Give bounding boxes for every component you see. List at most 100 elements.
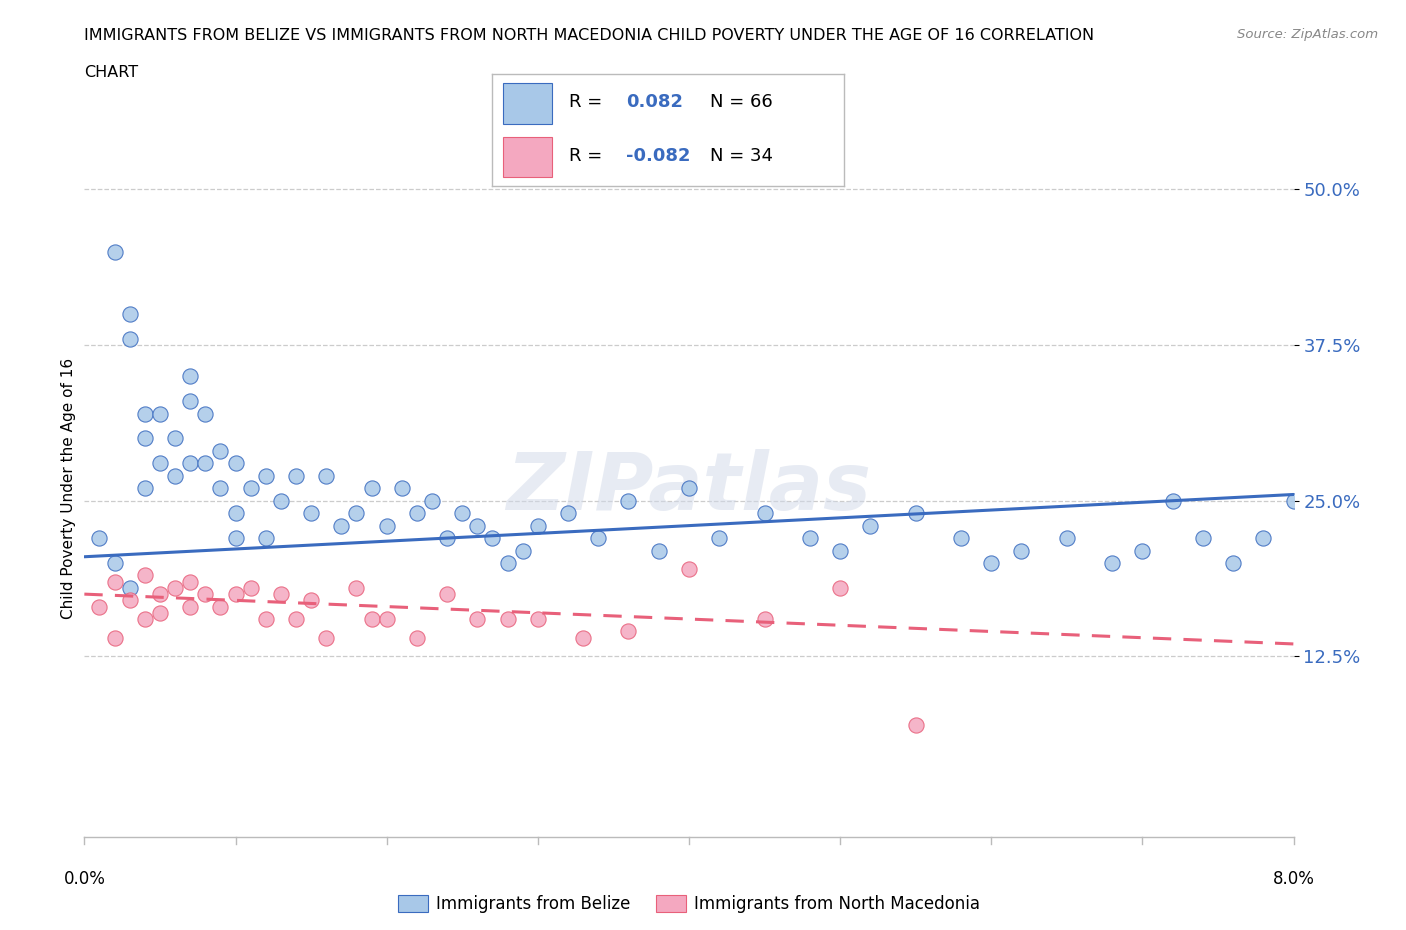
Point	[346, 580, 368, 595]
Text: CHART: CHART	[84, 65, 138, 80]
Point	[1101, 555, 1123, 570]
Point	[481, 531, 503, 546]
Point	[270, 493, 292, 508]
Point	[391, 481, 413, 496]
Point	[299, 593, 322, 608]
Point	[557, 506, 579, 521]
Text: N = 66: N = 66	[710, 93, 773, 112]
Point	[284, 469, 308, 484]
Point	[406, 631, 429, 645]
Point	[617, 624, 640, 639]
Point	[134, 612, 156, 627]
Point	[179, 368, 201, 383]
Point	[165, 431, 187, 445]
Point	[225, 531, 247, 546]
Point	[104, 555, 127, 570]
Point	[420, 493, 443, 508]
Text: 0.082: 0.082	[626, 93, 683, 112]
Point	[709, 531, 731, 546]
Point	[225, 587, 247, 602]
Point	[179, 599, 201, 614]
Point	[225, 506, 247, 521]
Point	[104, 574, 127, 589]
Point	[572, 631, 595, 645]
Point	[678, 481, 700, 496]
Point	[1282, 493, 1305, 508]
Point	[1161, 493, 1184, 508]
Point	[496, 555, 519, 570]
Legend: Immigrants from Belize, Immigrants from North Macedonia: Immigrants from Belize, Immigrants from …	[391, 888, 987, 920]
FancyBboxPatch shape	[503, 84, 551, 124]
Point	[134, 406, 156, 421]
Point	[527, 518, 550, 533]
Point	[165, 580, 187, 595]
Point	[678, 562, 700, 577]
Point	[194, 587, 217, 602]
Point	[89, 599, 111, 614]
Point	[436, 587, 458, 602]
Point	[799, 531, 821, 546]
Point	[950, 531, 973, 546]
Point	[830, 580, 852, 595]
Point	[118, 593, 141, 608]
Point	[859, 518, 882, 533]
Point	[830, 543, 852, 558]
Point	[179, 574, 201, 589]
Point	[239, 481, 262, 496]
Point	[194, 406, 217, 421]
Point	[149, 605, 172, 620]
Point	[375, 518, 398, 533]
Point	[134, 431, 156, 445]
Point	[1056, 531, 1078, 546]
Point	[118, 307, 141, 322]
Point	[179, 456, 201, 471]
Point	[1222, 555, 1244, 570]
Text: ZIPatlas: ZIPatlas	[506, 449, 872, 527]
Point	[284, 612, 308, 627]
Text: N = 34: N = 34	[710, 147, 773, 165]
FancyBboxPatch shape	[503, 137, 551, 177]
Point	[527, 612, 550, 627]
Point	[104, 245, 127, 259]
Point	[1132, 543, 1154, 558]
Point	[225, 456, 247, 471]
Point	[179, 393, 201, 408]
Point	[754, 612, 776, 627]
Point	[588, 531, 610, 546]
Text: IMMIGRANTS FROM BELIZE VS IMMIGRANTS FROM NORTH MACEDONIA CHILD POVERTY UNDER TH: IMMIGRANTS FROM BELIZE VS IMMIGRANTS FRO…	[84, 28, 1094, 43]
Point	[254, 531, 277, 546]
Point	[754, 506, 776, 521]
Point	[617, 493, 640, 508]
Point	[209, 481, 232, 496]
Point	[315, 469, 337, 484]
Point	[1011, 543, 1033, 558]
Text: -0.082: -0.082	[626, 147, 690, 165]
Point	[315, 631, 337, 645]
Point	[980, 555, 1002, 570]
Point	[149, 587, 172, 602]
Point	[209, 599, 232, 614]
Point	[209, 444, 232, 458]
Point	[104, 631, 127, 645]
Point	[118, 331, 141, 346]
Point	[330, 518, 353, 533]
Text: 8.0%: 8.0%	[1272, 870, 1315, 888]
Point	[134, 481, 156, 496]
Point	[254, 469, 277, 484]
Point	[1251, 531, 1274, 546]
Point	[360, 481, 382, 496]
Point	[451, 506, 474, 521]
Point	[346, 506, 368, 521]
Point	[406, 506, 429, 521]
Point	[254, 612, 277, 627]
Point	[134, 568, 156, 583]
Point	[467, 518, 489, 533]
Point	[512, 543, 534, 558]
Point	[647, 543, 671, 558]
Point	[270, 587, 292, 602]
Text: R =: R =	[569, 147, 609, 165]
Point	[239, 580, 262, 595]
Point	[165, 469, 187, 484]
Point	[904, 717, 927, 732]
Point	[1192, 531, 1215, 546]
